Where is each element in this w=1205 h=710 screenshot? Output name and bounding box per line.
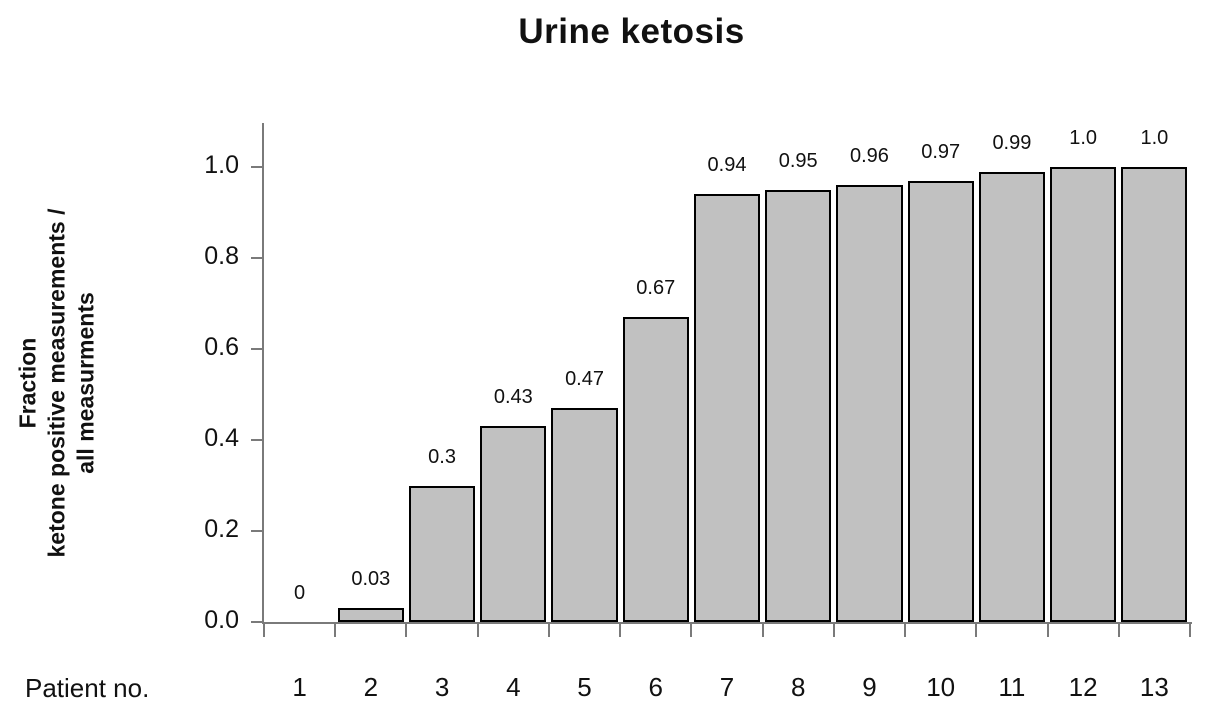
x-axis-tick bbox=[1189, 624, 1191, 637]
y-tick-label: 0.6 bbox=[204, 333, 239, 361]
bar-patient-7 bbox=[693, 194, 761, 622]
y-axis-tick bbox=[251, 530, 262, 532]
bar-patient-9 bbox=[836, 185, 903, 622]
bar-patient-5 bbox=[551, 408, 618, 622]
bar-value-label: 1.0 bbox=[1069, 127, 1098, 149]
bar-value-label: 0.3 bbox=[428, 445, 456, 468]
x-tick-label: 2 bbox=[363, 672, 379, 702]
y-tick-label: 0.0 bbox=[204, 606, 239, 634]
bar-value-label: 0.95 bbox=[778, 149, 818, 172]
x-tick-label: 13 bbox=[1139, 672, 1169, 702]
x-tick-label: 7 bbox=[719, 672, 735, 702]
bar-value-label: 0.94 bbox=[707, 154, 747, 177]
bar-value-label: 0.03 bbox=[351, 568, 391, 591]
x-axis-tick bbox=[476, 624, 479, 637]
bar-patient-10 bbox=[907, 180, 974, 622]
x-axis-tick bbox=[334, 624, 337, 637]
x-axis-tick bbox=[1046, 624, 1049, 637]
x-axis-tick bbox=[263, 624, 265, 637]
x-axis-tick bbox=[619, 624, 622, 637]
bar-value-label: 1.0 bbox=[1140, 127, 1169, 149]
bar-value-label: 0.96 bbox=[849, 145, 889, 168]
x-tick-label: 4 bbox=[506, 672, 521, 702]
bar-patient-8 bbox=[765, 189, 832, 622]
bar-patient-11 bbox=[978, 171, 1046, 622]
y-axis-tick bbox=[251, 166, 262, 168]
bar-value-label: 0.99 bbox=[992, 131, 1032, 154]
bar-value-label: 0.47 bbox=[565, 368, 604, 391]
bar-value-label: 0.67 bbox=[636, 277, 676, 300]
x-tick-label: 12 bbox=[1068, 672, 1098, 702]
chart-title: Urine ketosis bbox=[518, 12, 745, 51]
y-tick-label: 0.8 bbox=[204, 242, 239, 270]
x-tick-label: 6 bbox=[648, 672, 663, 702]
x-axis-tick bbox=[547, 624, 550, 637]
y-axis-tick bbox=[251, 348, 262, 350]
bar-patient-3 bbox=[408, 485, 476, 622]
bar-patient-4 bbox=[480, 426, 547, 622]
bar-value-label: 0 bbox=[294, 582, 306, 604]
x-axis-caption: Patient no. bbox=[25, 673, 150, 703]
y-axis-tick bbox=[251, 257, 262, 259]
bar-patient-12 bbox=[1050, 167, 1117, 622]
x-axis-tick bbox=[761, 624, 764, 637]
x-axis-tick bbox=[405, 624, 408, 637]
x-tick-label: 11 bbox=[998, 672, 1026, 702]
x-tick-label: 10 bbox=[926, 672, 956, 702]
x-axis-tick bbox=[690, 624, 693, 637]
y-axis-tick bbox=[251, 621, 262, 623]
x-tick-label: 3 bbox=[434, 672, 450, 702]
y-tick-label: 0.2 bbox=[204, 515, 239, 543]
bar-patient-13 bbox=[1121, 167, 1188, 622]
x-tick-label: 8 bbox=[790, 672, 806, 702]
y-axis-tick bbox=[251, 439, 262, 441]
x-tick-label: 1 bbox=[292, 672, 307, 702]
y-tick-label: 0.4 bbox=[204, 424, 239, 452]
y-axis-line bbox=[262, 123, 264, 624]
x-tick-label: 9 bbox=[862, 672, 877, 702]
bar-patient-6 bbox=[622, 317, 689, 622]
x-axis-tick bbox=[975, 624, 978, 637]
bar-patient-2 bbox=[337, 608, 404, 622]
x-axis-tick bbox=[832, 624, 835, 637]
x-axis-tick bbox=[904, 624, 907, 637]
bar-value-label: 0.97 bbox=[921, 140, 961, 163]
bar-value-label: 0.43 bbox=[493, 386, 533, 409]
x-axis-line bbox=[262, 622, 1192, 624]
x-axis-tick bbox=[1117, 624, 1120, 637]
y-tick-label: 1.0 bbox=[204, 151, 239, 179]
x-tick-label: 5 bbox=[577, 672, 592, 702]
